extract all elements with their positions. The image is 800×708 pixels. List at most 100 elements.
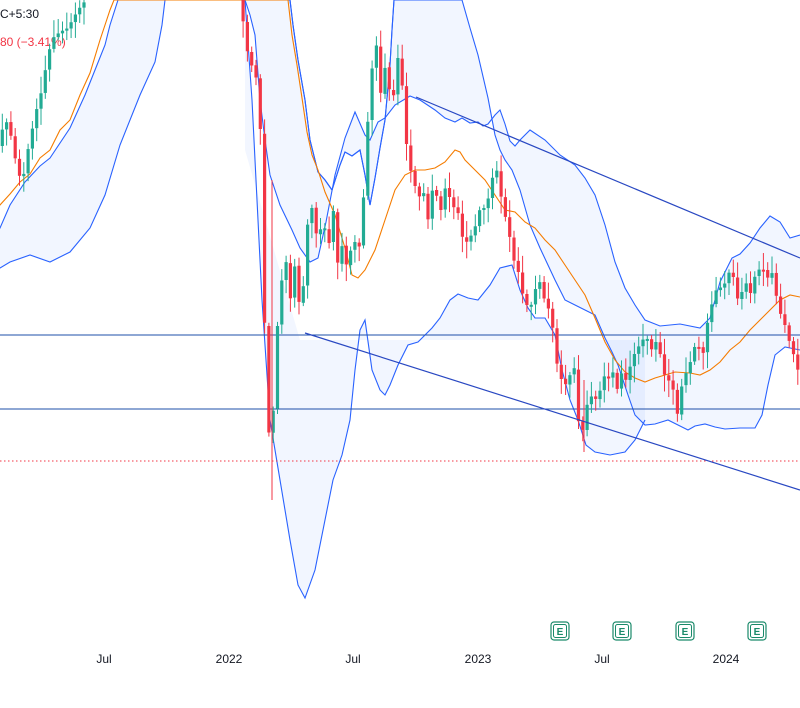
candle-body	[340, 246, 344, 264]
candle-body	[714, 290, 718, 304]
candle	[357, 238, 361, 262]
candle	[336, 208, 340, 280]
candle-body	[581, 421, 585, 430]
candle-body	[766, 270, 770, 278]
candle	[413, 165, 417, 194]
candle-body	[718, 287, 722, 291]
earnings-marker[interactable]: E	[550, 621, 570, 641]
candle	[301, 276, 305, 307]
candle	[69, 13, 73, 39]
candle	[400, 44, 404, 90]
candle	[478, 206, 482, 233]
earnings-marker-inner	[678, 624, 692, 638]
candle	[589, 381, 593, 413]
candle-body	[275, 326, 280, 409]
candle-body	[671, 380, 675, 390]
candle-body	[443, 188, 447, 210]
candle	[637, 336, 641, 365]
candle	[718, 277, 722, 297]
candle-body	[417, 186, 421, 197]
candle-body	[82, 2, 86, 8]
candle	[13, 128, 17, 164]
candle	[435, 185, 439, 202]
candle	[568, 371, 572, 398]
candle	[512, 230, 516, 269]
candle	[736, 262, 740, 306]
candle-body	[572, 368, 576, 375]
candle	[551, 301, 555, 343]
candle	[82, 0, 86, 25]
earnings-marker-box	[675, 621, 695, 641]
candle	[344, 236, 348, 282]
candle	[60, 21, 65, 44]
candle	[671, 370, 675, 405]
candle	[559, 350, 563, 394]
x-tick-label: 2022	[216, 652, 243, 666]
candle-body	[297, 265, 301, 302]
bollinger-fill-main	[0, 0, 800, 430]
candle-body	[602, 376, 606, 391]
candle	[615, 368, 619, 394]
candle-body	[667, 375, 671, 381]
candle-body	[645, 338, 649, 341]
candle-body	[379, 46, 383, 93]
candle-body	[615, 372, 619, 389]
candle	[753, 271, 757, 304]
candle	[757, 261, 761, 286]
candle	[30, 121, 34, 160]
candle-body	[241, 0, 245, 22]
candle	[740, 277, 744, 310]
candle	[370, 60, 374, 136]
candle	[443, 178, 447, 218]
earnings-marker-box	[550, 621, 570, 641]
candle-body	[585, 404, 589, 430]
candle-body	[736, 277, 740, 299]
x-axis: Jul 2022 Jul 2023 Jul 2024	[96, 652, 739, 666]
candle	[783, 299, 787, 333]
candle-body	[658, 342, 662, 355]
candle	[439, 191, 443, 221]
earnings-marker[interactable]: E	[612, 621, 632, 641]
candle	[39, 76, 43, 125]
candle	[628, 350, 632, 394]
candle	[654, 329, 658, 362]
candle	[404, 72, 409, 161]
candle-body	[258, 78, 262, 129]
candle	[374, 36, 378, 81]
candle	[56, 19, 60, 41]
candle	[787, 322, 791, 348]
candle	[594, 390, 598, 411]
candle-body	[533, 289, 538, 305]
candle	[585, 390, 589, 437]
candle-body	[404, 86, 409, 144]
candle-body	[753, 276, 757, 294]
candle	[693, 342, 697, 365]
candle-body	[39, 93, 43, 109]
candle-body	[456, 207, 460, 214]
candle	[297, 257, 301, 315]
candle	[791, 337, 796, 363]
candle-body	[48, 49, 52, 70]
candle-body	[314, 207, 318, 234]
candle-body	[542, 282, 546, 299]
candle-body	[684, 373, 688, 386]
candle	[624, 358, 628, 388]
candle-body	[0, 129, 4, 146]
earnings-marker[interactable]: E	[675, 621, 695, 641]
candle	[5, 118, 9, 146]
candle-body	[336, 212, 340, 263]
candle-body	[469, 235, 473, 242]
earnings-marker[interactable]: E	[747, 621, 767, 641]
bollinger-upper-band	[0, 0, 800, 329]
candle	[426, 187, 430, 229]
candle-body	[78, 7, 82, 15]
bollinger-basis	[0, 0, 800, 383]
candle-body	[318, 229, 323, 235]
candle-body	[22, 173, 26, 177]
candle-body	[17, 158, 22, 176]
candle	[688, 351, 692, 385]
candle	[340, 232, 344, 272]
candle	[508, 200, 512, 252]
